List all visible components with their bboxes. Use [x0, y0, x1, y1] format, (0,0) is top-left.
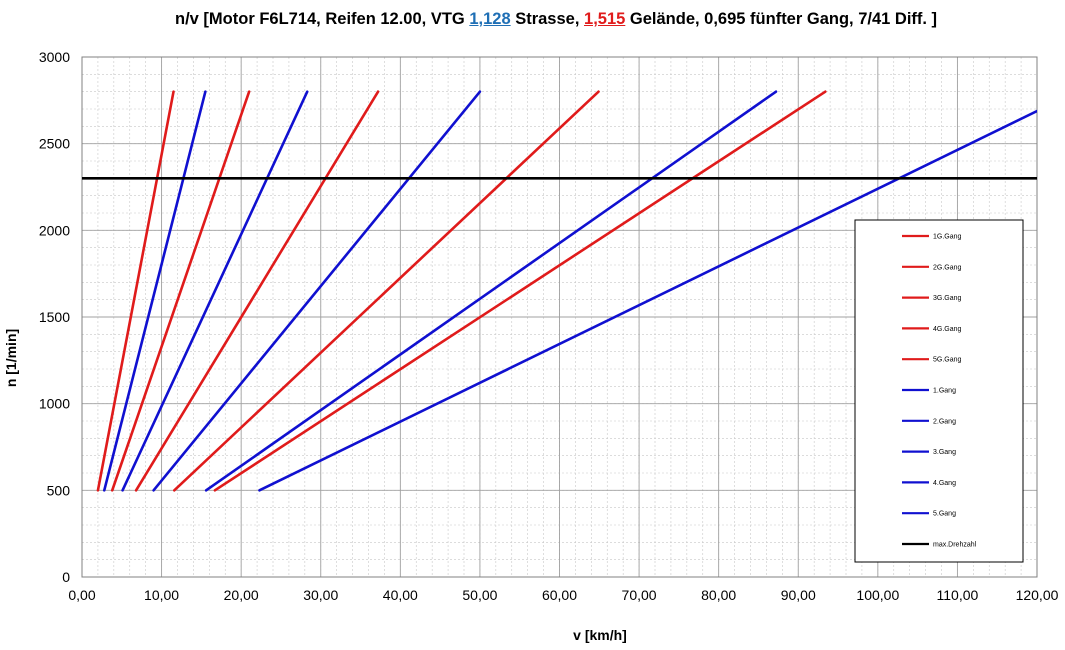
- y-tick-label: 1000: [39, 396, 70, 412]
- series-line: [134, 90, 380, 492]
- plot-frame: [81, 56, 1038, 578]
- x-tick-label: 20,00: [224, 587, 259, 603]
- x-tick-label: 100,00: [856, 587, 899, 603]
- y-tick-label: 2500: [39, 136, 70, 152]
- y-axis-label: n [1/min]: [3, 329, 19, 387]
- legend-label: 5.Gang: [933, 511, 956, 518]
- legend-label: 3G.Gang: [933, 295, 962, 302]
- legend-label: 4.Gang: [933, 480, 956, 487]
- vtg-offroad-value: 1,515: [584, 10, 626, 28]
- x-tick-label: 50,00: [462, 587, 497, 603]
- series-line: [213, 90, 827, 492]
- x-tick-label: 80,00: [701, 587, 736, 603]
- legend-label: 3.Gang: [933, 449, 956, 456]
- x-tick-label: 90,00: [781, 587, 816, 603]
- series-line: [102, 90, 207, 492]
- legend-label: max.Drehzahl: [933, 542, 977, 549]
- y-tick-label: 1500: [39, 309, 70, 325]
- x-tick-label: 10,00: [144, 587, 179, 603]
- legend: 1G.Gang 2G.Gang 3G.Gang 4G.Gang 5G.Gang 1.Gan…: [854, 219, 1024, 563]
- series-line: [110, 90, 251, 492]
- legend-label: 2G.Gang: [933, 264, 962, 271]
- x-tick-label: 120,00: [1016, 587, 1059, 603]
- series-line: [152, 90, 482, 492]
- legend-label: 1G.Gang: [933, 234, 962, 241]
- title-part3: Gelände, 0,695 fünfter Gang, 7/41 Diff. …: [625, 10, 938, 28]
- x-tick-label: 40,00: [383, 587, 418, 603]
- grid: [81, 56, 1038, 578]
- y-tick-label: 0: [62, 569, 70, 585]
- tick-labels: 0,00 10,00 20,00 30,00 40,00 50,00 60,00 70,00 8…: [39, 49, 1059, 603]
- legend-box: [854, 219, 1024, 563]
- legend-label: 1.Gang: [933, 388, 956, 395]
- title-part2: Strasse,: [510, 10, 585, 28]
- x-tick-label: 60,00: [542, 587, 577, 603]
- series-line: [96, 90, 175, 492]
- chart-title: n/v [Motor F6L714, Reifen 12.00, VTG 1,1…: [175, 10, 937, 29]
- series-line: [173, 90, 600, 492]
- series-line: [204, 90, 778, 492]
- series-lines: [82, 90, 1037, 492]
- x-tick-label: 70,00: [622, 587, 657, 603]
- y-tick-label: 2000: [39, 222, 70, 238]
- vtg-street-value: 1,128: [469, 10, 511, 28]
- y-tick-label: 3000: [39, 49, 70, 65]
- x-tick-label: 0,00: [68, 587, 95, 603]
- title-part1: n/v [Motor F6L714, Reifen 12.00, VTG: [175, 10, 470, 28]
- legend-label: 5G.Gang: [933, 357, 962, 364]
- x-tick-label: 30,00: [303, 587, 338, 603]
- y-tick-label: 500: [47, 482, 71, 498]
- x-axis-label: v [km/h]: [573, 627, 627, 643]
- legend-label: 4G.Gang: [933, 326, 962, 333]
- legend-label: 2.Gang: [933, 418, 956, 425]
- series-line: [258, 109, 1037, 492]
- x-tick-label: 110,00: [937, 587, 979, 603]
- series-line: [121, 90, 309, 492]
